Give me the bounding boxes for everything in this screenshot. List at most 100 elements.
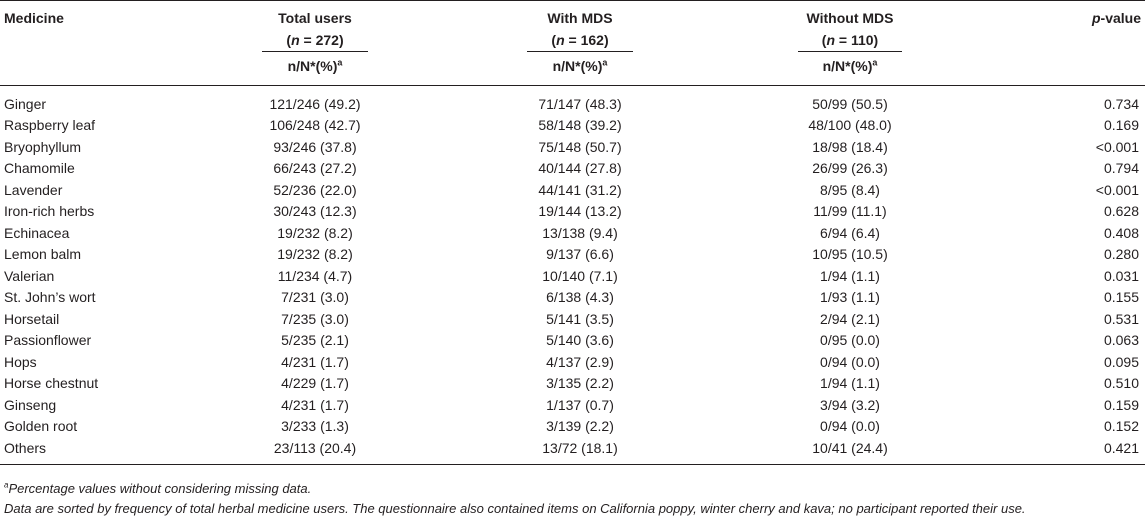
cell-with-mds: 13/72 (18.1) <box>542 439 618 456</box>
cell-total-users: 11/234 (4.7) <box>277 267 353 284</box>
table-row: Horse chestnut 4/229 (1.7) 3/135 (2.2) 1/94… <box>0 373 1145 395</box>
cell-with-mds: 9/137 (6.6) <box>546 246 614 263</box>
table-footnotes: aPercentage values without considering m… <box>4 479 1026 519</box>
cell-p-value: 0.421 <box>1103 439 1139 456</box>
table-row: Others 23/113 (20.4) 13/72 (18.1) 10/41 (24… <box>0 437 1145 464</box>
cell-total-users: 4/231 (1.7) <box>281 353 349 370</box>
cell-with-mds: 3/135 (2.2) <box>546 375 614 392</box>
herbal-medicine-table: Medicine Total users With MDS Without MD… <box>0 0 1145 464</box>
cell-p-value: 0.031 <box>1103 267 1139 284</box>
cell-p-value: 0.152 <box>1103 418 1139 435</box>
cell-p-value: 0.063 <box>1103 332 1139 349</box>
cell-without-mds: 1/93 (1.1) <box>820 289 880 306</box>
header-with-n: (n = 162) <box>527 32 633 52</box>
cell-with-mds: 1/137 (0.7) <box>546 396 614 413</box>
cell-total-users: 23/113 (20.4) <box>273 439 357 456</box>
header-p-italic: p <box>1091 10 1101 26</box>
cell-total-users: 93/246 (37.8) <box>273 138 357 155</box>
cell-with-mds: 44/141 (31.2) <box>538 181 622 198</box>
cell-without-mds: 0/94 (0.0) <box>820 353 880 370</box>
header-p-value: p-value <box>985 0 1145 32</box>
header-empty-cell <box>985 52 1145 86</box>
cell-p-value: 0.280 <box>1103 246 1139 263</box>
cell-without-mds: 1/94 (1.1) <box>820 267 880 284</box>
cell-medicine: Ginger <box>4 95 47 112</box>
cell-p-value: 0.155 <box>1103 289 1139 306</box>
cell-without-mds: 48/100 (48.0) <box>808 117 892 134</box>
header-total-users: Total users <box>185 0 445 32</box>
table-row: Raspberry leaf 106/248 (42.7) 58/148 (39.2… <box>0 115 1145 137</box>
cell-p-value: 0.531 <box>1103 310 1139 327</box>
cell-with-mds: 5/141 (3.5) <box>546 310 614 327</box>
cell-p-value: 0.734 <box>1103 95 1139 112</box>
table-header: Medicine Total users With MDS Without MD… <box>0 0 1145 86</box>
header-with-mds: With MDS <box>445 0 715 32</box>
cell-medicine: Horsetail <box>4 310 60 327</box>
footnote-a: aPercentage values without considering m… <box>4 480 312 496</box>
cell-with-mds: 10/140 (7.1) <box>542 267 618 284</box>
table-row: Horsetail 7/235 (3.0) 5/141 (3.5) 2/94 (2.1… <box>0 308 1145 330</box>
cell-medicine: Lemon balm <box>4 246 82 263</box>
cell-medicine: Bryophyllum <box>4 138 82 155</box>
cell-medicine: Lavender <box>4 181 63 198</box>
cell-p-value: <0.001 <box>1095 181 1139 198</box>
header-without-n: (n = 110) <box>797 32 903 52</box>
cell-total-users: 52/236 (22.0) <box>273 181 357 198</box>
cell-total-users: 4/229 (1.7) <box>281 375 349 392</box>
table-row: Bryophyllum 93/246 (37.8) 75/148 (50.7) 18/… <box>0 136 1145 158</box>
cell-without-mds: 11/99 (11.1) <box>813 203 887 220</box>
table-row: Passionflower 5/235 (2.1) 5/140 (3.6) 0/95 … <box>0 330 1145 352</box>
cell-without-mds: 50/99 (50.5) <box>812 95 888 112</box>
cell-p-value: 0.159 <box>1103 396 1139 413</box>
cell-total-users: 66/243 (27.2) <box>273 160 357 177</box>
cell-total-users: 19/232 (8.2) <box>277 246 353 263</box>
cell-with-mds: 4/137 (2.9) <box>546 353 614 370</box>
cell-medicine: Valerian <box>4 267 55 284</box>
table-body: Ginger 121/246 (49.2) 71/147 (48.3) 50/99 (… <box>0 86 1145 464</box>
cell-without-mds: 2/94 (2.1) <box>820 310 880 327</box>
cell-without-mds: 18/98 (18.4) <box>812 138 888 155</box>
cell-medicine: Passionflower <box>4 332 92 349</box>
cell-p-value: 0.408 <box>1103 224 1139 241</box>
cell-medicine: Raspberry leaf <box>4 117 96 134</box>
cell-medicine: Chamomile <box>4 160 75 177</box>
cell-medicine: Others <box>4 439 47 456</box>
table-row: Chamomile 66/243 (27.2) 40/144 (27.8) 26/99… <box>0 158 1145 180</box>
cell-with-mds: 58/148 (39.2) <box>538 117 622 134</box>
cell-with-mds: 13/138 (9.4) <box>542 224 618 241</box>
table-row: Lemon balm 19/232 (8.2) 9/137 (6.6) 10/95 (… <box>0 244 1145 266</box>
cell-with-mds: 75/148 (50.7) <box>538 138 622 155</box>
header-p-rest: -value <box>1100 10 1141 26</box>
cell-total-users: 7/235 (3.0) <box>281 310 349 327</box>
cell-p-value: 0.794 <box>1103 160 1139 177</box>
cell-with-mds: 71/147 (48.3) <box>538 95 622 112</box>
cell-without-mds: 26/99 (26.3) <box>812 160 888 177</box>
cell-with-mds: 5/140 (3.6) <box>546 332 614 349</box>
cell-without-mds: 3/94 (3.2) <box>820 396 880 413</box>
cell-medicine: Echinacea <box>4 224 70 241</box>
cell-p-value: 0.169 <box>1103 117 1139 134</box>
header-empty-cell <box>0 52 185 86</box>
cell-total-users: 106/248 (42.7) <box>269 117 361 134</box>
cell-p-value: 0.095 <box>1103 353 1139 370</box>
cell-without-mds: 0/94 (0.0) <box>820 418 880 435</box>
header-medicine: Medicine <box>0 0 185 32</box>
cell-total-users: 5/235 (2.1) <box>281 332 349 349</box>
cell-with-mds: 19/144 (13.2) <box>538 203 622 220</box>
header-sub-total: n/N*(%)a <box>287 57 343 74</box>
header-empty-cell <box>0 32 185 52</box>
table-row: Golden root 3/233 (1.3) 3/139 (2.2) 0/94 (0… <box>0 416 1145 438</box>
table-row: Ginger 121/246 (49.2) 71/147 (48.3) 50/99 (… <box>0 86 1145 115</box>
header-empty-cell <box>985 32 1145 52</box>
table-row: Hops 4/231 (1.7) 4/137 (2.9) 0/94 (0.0) 0.09… <box>0 351 1145 373</box>
cell-without-mds: 10/95 (10.5) <box>812 246 888 263</box>
cell-total-users: 4/231 (1.7) <box>281 396 349 413</box>
cell-medicine: Horse chestnut <box>4 375 99 392</box>
footnote-b: Data are sorted by frequency of total he… <box>4 501 1026 516</box>
table-row: Echinacea 19/232 (8.2) 13/138 (9.4) 6/94 (6… <box>0 222 1145 244</box>
cell-without-mds: 6/94 (6.4) <box>820 224 880 241</box>
header-total-n: (n = 272) <box>262 32 368 52</box>
cell-total-users: 3/233 (1.3) <box>281 418 349 435</box>
cell-medicine: Ginseng <box>4 396 57 413</box>
